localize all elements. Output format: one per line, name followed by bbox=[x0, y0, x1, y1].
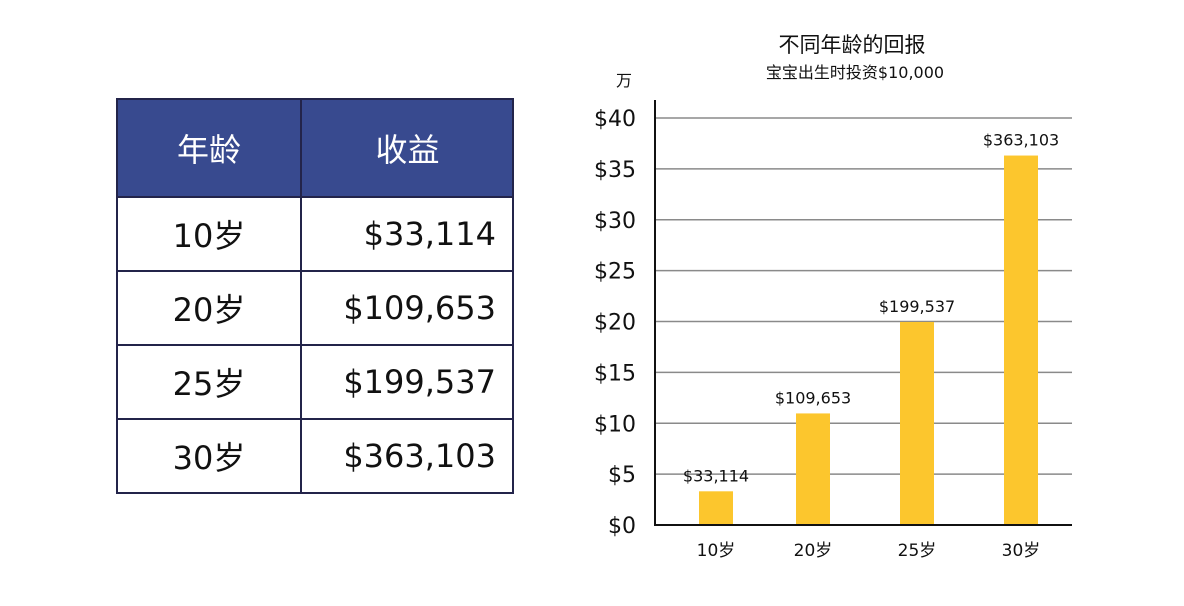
row-return: $33,114 bbox=[300, 196, 514, 272]
y-tick-label: $5 bbox=[608, 463, 636, 488]
table-row: 20岁 $109,653 bbox=[116, 270, 514, 346]
bar-data-label: $199,537 bbox=[879, 297, 955, 316]
x-category-label: 20岁 bbox=[794, 541, 833, 561]
y-tick-label: $25 bbox=[594, 260, 636, 285]
bar-data-label: $33,114 bbox=[683, 466, 749, 485]
y-tick-label: $10 bbox=[594, 412, 636, 437]
header-age: 年龄 bbox=[116, 98, 302, 198]
chart-subtitle: 宝宝出生时投资$10,000 bbox=[766, 63, 944, 82]
bar-data-label: $109,653 bbox=[775, 388, 851, 407]
y-tick-label: $0 bbox=[608, 514, 636, 539]
row-age: 30岁 bbox=[116, 418, 302, 494]
row-age: 20岁 bbox=[116, 270, 302, 346]
chart-title: 不同年龄的回报 bbox=[779, 33, 926, 57]
table-row: 25岁 $199,537 bbox=[116, 344, 514, 420]
bar bbox=[900, 321, 934, 525]
x-category-label: 30岁 bbox=[1002, 541, 1041, 561]
table-header-row: 年龄 收益 bbox=[116, 98, 514, 198]
row-return: $199,537 bbox=[300, 344, 514, 420]
y-axis-ticks: $0 $5 $10 $15 $20 $25 $30 $35 $40 bbox=[594, 107, 636, 539]
unit-label: 万 bbox=[616, 71, 632, 90]
bars: $33,114 10岁 $109,653 20岁 $199,537 25岁 $363,103… bbox=[683, 131, 1059, 561]
y-tick-label: $15 bbox=[594, 361, 636, 386]
table-row: 10岁 $33,114 bbox=[116, 196, 514, 272]
grid-lines bbox=[655, 117, 1072, 475]
y-tick-label: $30 bbox=[594, 209, 636, 234]
bar bbox=[699, 491, 733, 525]
header-return: 收益 bbox=[300, 98, 514, 198]
row-age: 10岁 bbox=[116, 196, 302, 272]
x-category-label: 10岁 bbox=[697, 541, 736, 561]
bar bbox=[796, 413, 830, 525]
row-return: $109,653 bbox=[300, 270, 514, 346]
row-return: $363,103 bbox=[300, 418, 514, 494]
returns-table: 年龄 收益 10岁 $33,114 20岁 $109,653 25岁 $199,… bbox=[116, 98, 514, 494]
table-row: 30岁 $363,103 bbox=[116, 418, 514, 494]
bar-data-label: $363,103 bbox=[983, 131, 1059, 150]
x-category-label: 25岁 bbox=[898, 541, 937, 561]
bar bbox=[1004, 155, 1038, 525]
row-age: 25岁 bbox=[116, 344, 302, 420]
y-tick-label: $40 bbox=[594, 107, 636, 132]
y-tick-label: $35 bbox=[594, 158, 636, 183]
y-tick-label: $20 bbox=[594, 311, 636, 336]
